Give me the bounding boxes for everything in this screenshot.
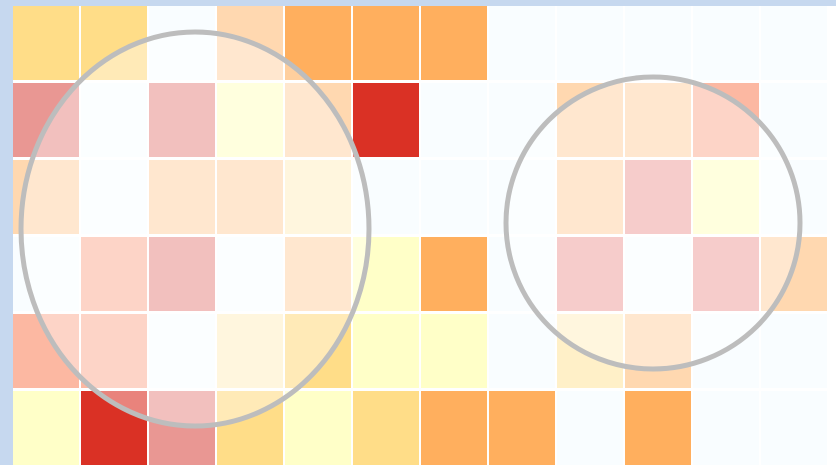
tile-r0-c10 [693, 6, 759, 80]
tile-r1-c6 [421, 83, 487, 157]
tile-r1-c10 [693, 83, 759, 157]
tile-r4-c1 [81, 314, 147, 388]
tile-r5-c0 [13, 391, 79, 465]
tile-r5-c7 [489, 391, 555, 465]
tile-r4-c11 [761, 314, 827, 388]
tile-r1-c1 [81, 83, 147, 157]
tile-r0-c6 [421, 6, 487, 80]
tile-r5-c3 [217, 391, 283, 465]
tile-r0-c3 [217, 6, 283, 80]
tile-r1-c4 [285, 83, 351, 157]
tile-r1-c3 [217, 83, 283, 157]
tile-r4-c4 [285, 314, 351, 388]
tile-r2-c2 [149, 160, 215, 234]
tile-r2-c8 [557, 160, 623, 234]
tile-r0-c11 [761, 6, 827, 80]
tile-r5-c6 [421, 391, 487, 465]
tile-r3-c2 [149, 237, 215, 311]
tile-r3-c0 [13, 237, 79, 311]
tile-r2-c9 [625, 160, 691, 234]
tile-r1-c2 [149, 83, 215, 157]
tile-r0-c7 [489, 6, 555, 80]
tile-r3-c5 [353, 237, 419, 311]
tile-r3-c9 [625, 237, 691, 311]
tile-r4-c10 [693, 314, 759, 388]
tile-r3-c7 [489, 237, 555, 311]
tile-r3-c3 [217, 237, 283, 311]
tile-r3-c8 [557, 237, 623, 311]
color-tile-grid [13, 6, 836, 465]
tile-r4-c0 [13, 314, 79, 388]
tile-r5-c4 [285, 391, 351, 465]
tile-r0-c0 [13, 6, 79, 80]
tile-r4-c3 [217, 314, 283, 388]
tile-r2-c11 [761, 160, 827, 234]
tile-r3-c6 [421, 237, 487, 311]
tile-r4-c8 [557, 314, 623, 388]
tile-r4-c7 [489, 314, 555, 388]
tile-r3-c4 [285, 237, 351, 311]
tile-r5-c10 [693, 391, 759, 465]
tile-r2-c6 [421, 160, 487, 234]
tile-r4-c2 [149, 314, 215, 388]
tile-r2-c7 [489, 160, 555, 234]
tile-r0-c2 [149, 6, 215, 80]
tile-r1-c7 [489, 83, 555, 157]
tile-r2-c3 [217, 160, 283, 234]
tile-r2-c4 [285, 160, 351, 234]
tile-r0-c8 [557, 6, 623, 80]
tile-r2-c5 [353, 160, 419, 234]
tile-r5-c5 [353, 391, 419, 465]
tile-r4-c9 [625, 314, 691, 388]
tile-r4-c5 [353, 314, 419, 388]
tile-r3-c11 [761, 237, 827, 311]
tile-r5-c1 [81, 391, 147, 465]
tile-r3-c10 [693, 237, 759, 311]
tile-r1-c11 [761, 83, 827, 157]
tile-r5-c2 [149, 391, 215, 465]
tile-r0-c1 [81, 6, 147, 80]
tile-r1-c9 [625, 83, 691, 157]
tile-r5-c11 [761, 391, 827, 465]
tile-r3-c1 [81, 237, 147, 311]
tile-r1-c0 [13, 83, 79, 157]
tile-r0-c4 [285, 6, 351, 80]
tile-r2-c1 [81, 160, 147, 234]
tile-r5-c9 [625, 391, 691, 465]
tile-r4-c6 [421, 314, 487, 388]
tile-r1-c5 [353, 83, 419, 157]
tile-r5-c8 [557, 391, 623, 465]
tile-r1-c8 [557, 83, 623, 157]
tile-r0-c9 [625, 6, 691, 80]
tile-r0-c5 [353, 6, 419, 80]
tile-r2-c10 [693, 160, 759, 234]
tile-r2-c0 [13, 160, 79, 234]
